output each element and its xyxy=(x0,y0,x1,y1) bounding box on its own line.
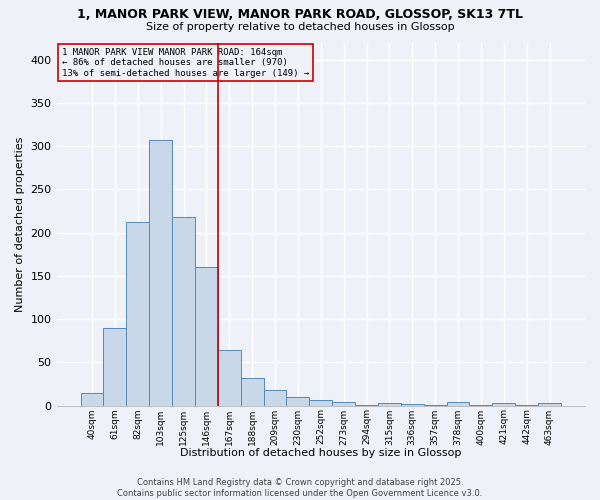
Text: 1 MANOR PARK VIEW MANOR PARK ROAD: 164sqm
← 86% of detached houses are smaller (: 1 MANOR PARK VIEW MANOR PARK ROAD: 164sq… xyxy=(62,48,310,78)
Bar xyxy=(241,378,263,406)
X-axis label: Distribution of detached houses by size in Glossop: Distribution of detached houses by size … xyxy=(180,448,461,458)
Bar xyxy=(493,403,515,406)
Bar xyxy=(218,350,241,406)
Bar xyxy=(401,404,424,406)
Bar xyxy=(263,390,286,406)
Bar xyxy=(172,217,195,406)
Text: 1, MANOR PARK VIEW, MANOR PARK ROAD, GLOSSOP, SK13 7TL: 1, MANOR PARK VIEW, MANOR PARK ROAD, GLO… xyxy=(77,8,523,20)
Bar xyxy=(515,404,538,406)
Bar xyxy=(424,404,446,406)
Bar xyxy=(80,392,103,406)
Y-axis label: Number of detached properties: Number of detached properties xyxy=(15,136,25,312)
Bar xyxy=(149,140,172,406)
Bar xyxy=(378,403,401,406)
Bar xyxy=(469,404,493,406)
Bar xyxy=(127,222,149,406)
Text: Size of property relative to detached houses in Glossop: Size of property relative to detached ho… xyxy=(146,22,454,32)
Bar xyxy=(538,403,561,406)
Bar xyxy=(310,400,332,406)
Bar xyxy=(355,404,378,406)
Bar xyxy=(332,402,355,406)
Bar xyxy=(195,268,218,406)
Bar xyxy=(103,328,127,406)
Text: Contains HM Land Registry data © Crown copyright and database right 2025.
Contai: Contains HM Land Registry data © Crown c… xyxy=(118,478,482,498)
Bar xyxy=(286,397,310,406)
Bar xyxy=(446,402,469,406)
